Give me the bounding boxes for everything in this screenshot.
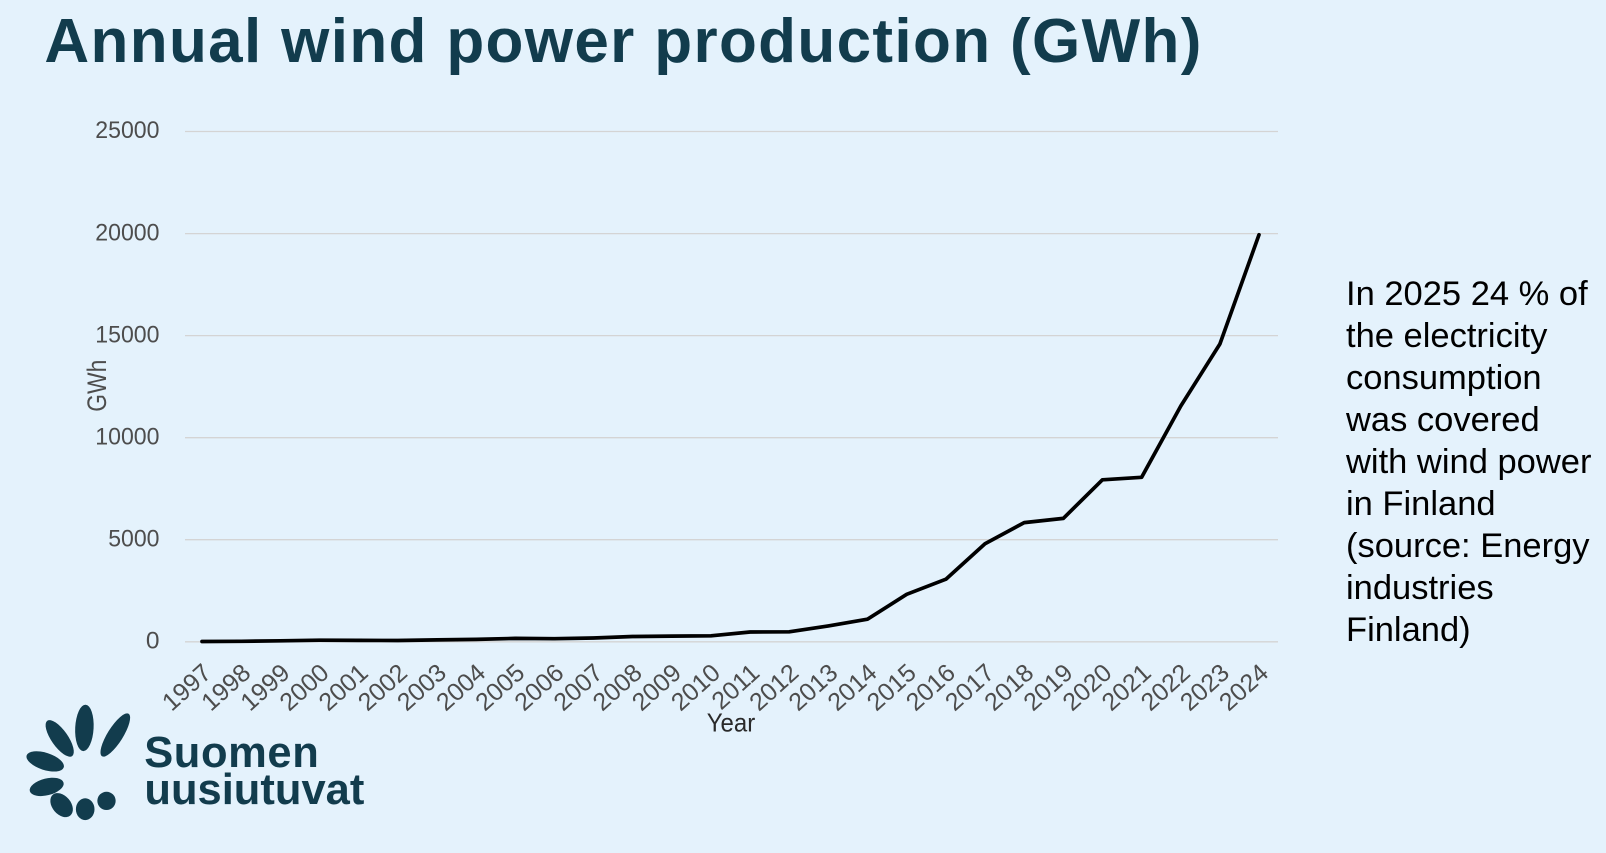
svg-text:20000: 20000	[95, 219, 159, 246]
svg-text:0: 0	[146, 628, 160, 655]
svg-text:25000: 25000	[95, 117, 159, 144]
svg-text:15000: 15000	[95, 321, 159, 348]
svg-text:Year: Year	[707, 708, 756, 738]
svg-text:10000: 10000	[95, 423, 159, 450]
svg-text:GWh: GWh	[82, 360, 112, 412]
svg-text:uusiutuvat: uusiutuvat	[144, 766, 364, 814]
svg-text:5000: 5000	[108, 525, 159, 552]
svg-text:Suomen: Suomen	[144, 729, 319, 777]
